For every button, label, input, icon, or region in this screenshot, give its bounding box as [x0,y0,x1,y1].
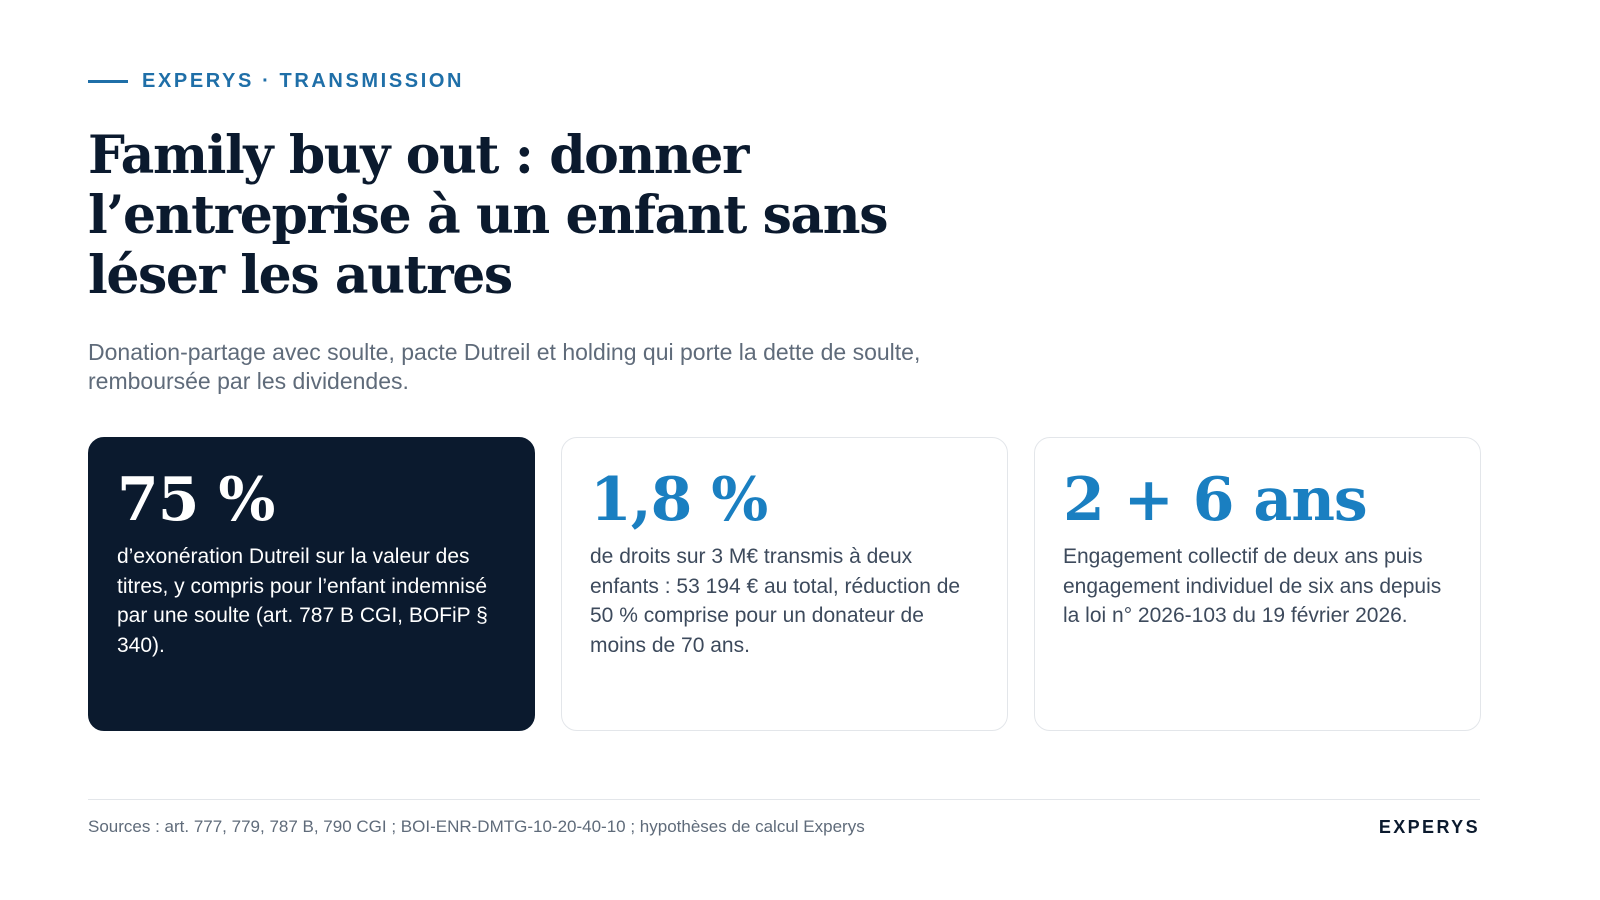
footer-sources: Sources : art. 777, 779, 787 B, 790 CGI … [88,817,865,836]
figure-description: de droits sur 3 M€ transmis à deux enfan… [590,545,961,657]
figure-value: 1,8 % [590,465,768,535]
figure-description: d’exonération Dutreil sur la valeur des … [117,545,488,657]
eyebrow: EXPERYS · TRANSMISSION [88,70,464,92]
figure-description: Engagement collectif de deux ans puis en… [1063,545,1442,627]
key-figures: 75 % d’exonération Dutreil sur la valeur… [88,437,1481,731]
footer-brand-logo: EXPERYS [1378,817,1480,837]
page-title: Family buy out : donner l’entreprise à u… [88,125,888,306]
figure-card-droits: 1,8 % de droits sur 3 M€ transmis à deux… [561,437,1008,731]
page-subtitle: Donation-partage avec soulte, pacte Dutr… [88,339,921,394]
figure-value: 75 % [117,465,275,535]
figure-card-exoneration: 75 % d’exonération Dutreil sur la valeur… [88,437,535,731]
footer-divider [88,799,1480,800]
figure-card-engagement: 2 + 6 ans Engagement collectif de deux a… [1034,437,1481,731]
eyebrow-rule [88,79,128,83]
eyebrow-label: EXPERYS · TRANSMISSION [142,70,465,92]
figure-value: 2 + 6 ans [1063,465,1368,535]
